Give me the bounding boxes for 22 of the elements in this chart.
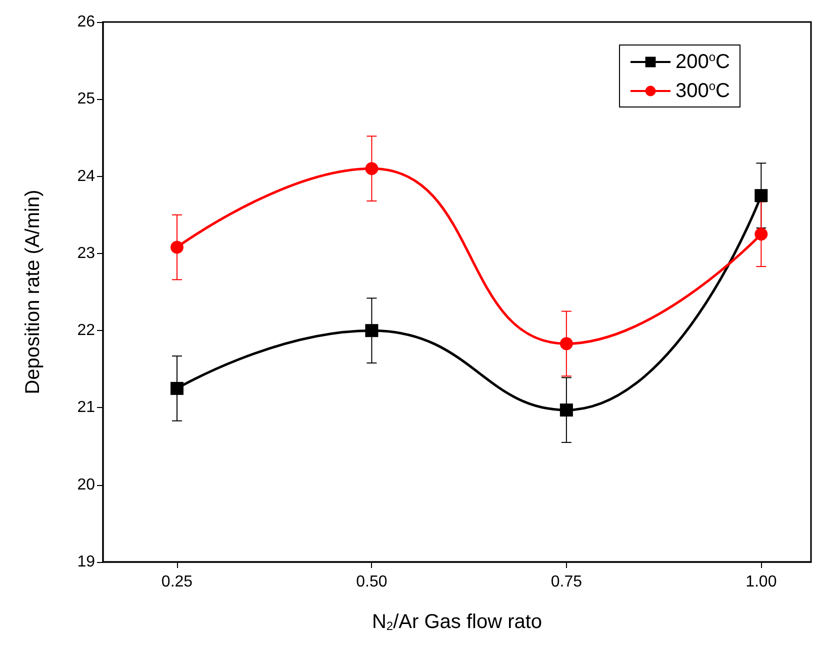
point — [754, 189, 768, 202]
point — [170, 240, 184, 254]
x-tick-label: 0.50 — [356, 574, 388, 590]
y-tick-label: 23 — [77, 244, 96, 262]
point — [170, 382, 184, 395]
x-axis-title: N2/Ar Gas flow rato — [372, 611, 542, 633]
x-tick-label: 1.00 — [746, 574, 777, 590]
y-tick-label: 20 — [77, 476, 96, 494]
y-axis-title: Deposition rate (A/min) — [22, 190, 44, 394]
y-tick-label: 19 — [77, 554, 96, 570]
y-tick-label: 26 — [77, 14, 96, 30]
y-tick-label: 22 — [77, 322, 96, 340]
point — [560, 404, 573, 417]
y-tick-label: 24 — [77, 168, 96, 185]
point — [365, 324, 378, 338]
y-tick-label: 25 — [77, 90, 96, 108]
x-tick-label: 0.75 — [550, 574, 582, 590]
point — [365, 162, 378, 176]
y-tick-label: 21 — [77, 399, 96, 416]
x-tick-label: 0.25 — [161, 574, 193, 590]
point — [754, 228, 768, 241]
point — [560, 337, 573, 350]
